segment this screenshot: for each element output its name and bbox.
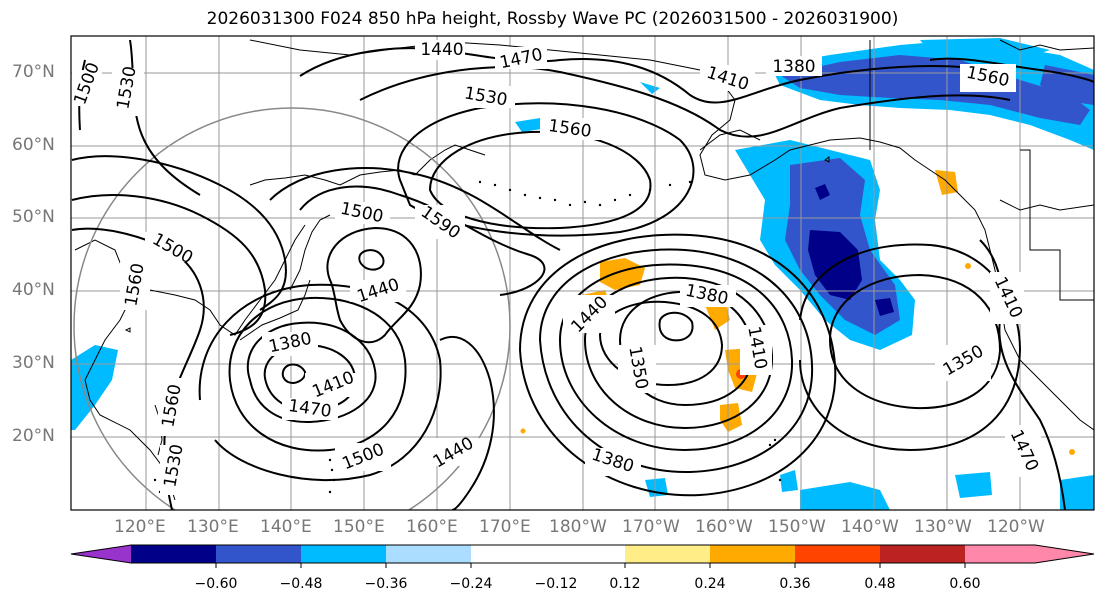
map-frame	[70, 35, 1095, 511]
lat-label: 20°N	[12, 426, 55, 446]
lat-label: 30°N	[12, 353, 55, 373]
colorbar-segment	[880, 545, 965, 563]
lon-label: 140°E	[260, 517, 312, 537]
coastlines	[74, 39, 1094, 501]
colorbar-segment	[471, 545, 625, 563]
colorbar-tick-label: 0.36	[779, 576, 811, 592]
colorbar-tick-label: −0.12	[534, 576, 578, 592]
colorbar-tick-label: 0.24	[694, 576, 726, 592]
colorbar	[70, 544, 1095, 568]
lon-label: 120°W	[987, 517, 1045, 537]
lon-label: 170°E	[479, 517, 531, 537]
lon-label: 150°E	[333, 517, 385, 537]
colorbar-tick-label: −0.48	[279, 576, 323, 592]
contour-label: 1440	[420, 40, 463, 60]
colorbar-segment	[625, 545, 710, 563]
radius-circle	[73, 107, 511, 510]
lon-label: 130°W	[914, 517, 972, 537]
colorbar-tick-label: −0.60	[194, 576, 238, 592]
lat-label: 70°N	[12, 62, 55, 82]
contour-label-backgrounds	[72, 40, 1041, 495]
lon-label: 120°E	[114, 517, 166, 537]
colorbar-max-arrow	[965, 545, 1094, 563]
colorbar-segment	[216, 545, 301, 563]
map-title: 2026031300 F024 850 hPa height, Rossby W…	[206, 9, 899, 29]
colorbar-tick-label: 0.60	[949, 576, 981, 592]
lon-label: 170°W	[622, 517, 680, 537]
lon-label: 130°E	[187, 517, 239, 537]
lon-label: 160°W	[695, 517, 753, 537]
lon-label: 180°W	[549, 517, 607, 537]
lon-label: 160°E	[406, 517, 458, 537]
colorbar-tick-label: −0.36	[364, 576, 408, 592]
island-dots	[153, 180, 782, 494]
colorbar-segment	[795, 545, 880, 563]
colorbar-segment	[710, 545, 795, 563]
lon-label: 150°W	[768, 517, 826, 537]
contour-label: 1380	[772, 57, 815, 77]
colorbar-segment	[131, 545, 216, 563]
lat-label: 50°N	[12, 207, 55, 227]
gridlines	[71, 36, 1094, 510]
colorbar-segment	[386, 545, 471, 563]
contour-label: 1410	[310, 368, 358, 403]
lat-label: 60°N	[12, 135, 55, 155]
lon-label: 140°W	[841, 517, 899, 537]
colorbar-segment	[301, 545, 386, 563]
colorbar-tick-label: 0.48	[864, 576, 896, 592]
lat-label: 40°N	[12, 280, 55, 300]
colorbar-tick-label: 0.12	[609, 576, 641, 592]
colorbar-tick-label: −0.24	[449, 576, 493, 592]
colorbar-min-arrow	[71, 545, 131, 563]
